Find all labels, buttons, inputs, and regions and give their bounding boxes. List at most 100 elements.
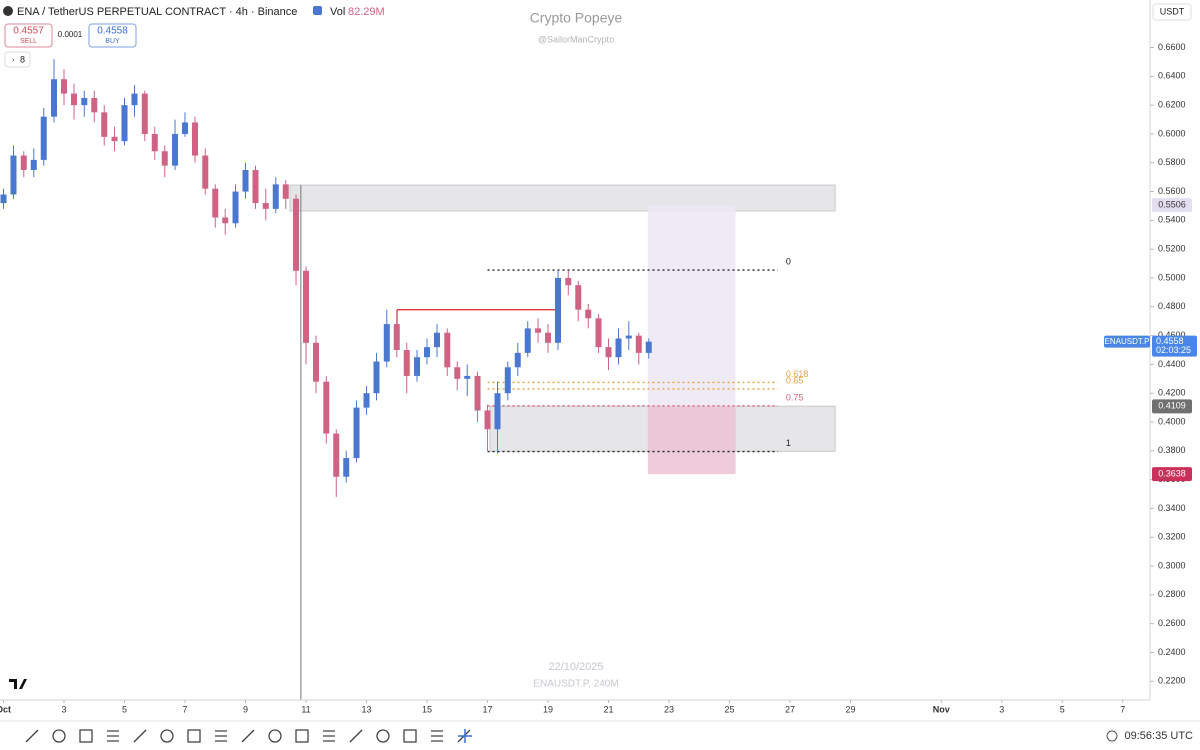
- candle-body: [333, 433, 340, 477]
- candle-body: [70, 93, 77, 106]
- candle-body: [323, 381, 330, 434]
- candle-body: [222, 217, 229, 224]
- x-tick-label: 3: [62, 704, 67, 714]
- candle-body: [524, 328, 531, 353]
- y-tick-label: 0.5600: [1158, 186, 1186, 196]
- tool-icon[interactable]: [187, 729, 201, 743]
- symbol-label: ENAUSDT.P: [1105, 337, 1150, 346]
- candle-body: [625, 335, 632, 339]
- candle-body: [81, 97, 88, 106]
- currency: USDT: [1160, 6, 1185, 16]
- candle-body: [262, 203, 269, 209]
- y-tick-label: 0.4000: [1158, 416, 1186, 426]
- fib-label: 0.75: [786, 392, 804, 402]
- y-tick-label: 0.2200: [1158, 676, 1186, 686]
- y-tick-label: 0.6600: [1158, 42, 1186, 52]
- currency-button[interactable]: [1152, 3, 1192, 21]
- entry-price-label-bg: [1152, 399, 1192, 414]
- buy-label: BUY: [105, 38, 120, 45]
- candle-body: [61, 79, 68, 94]
- countdown: 02:03:25: [1156, 345, 1191, 355]
- tv-logo[interactable]: [9, 679, 27, 689]
- fib-label: 0: [786, 256, 791, 266]
- candle-body: [575, 285, 582, 310]
- candle-body: [393, 324, 400, 350]
- fib-label: 0.618: [786, 369, 809, 379]
- sell-button[interactable]: [4, 23, 53, 48]
- tool-stroke: [187, 729, 201, 743]
- candle-body: [433, 332, 440, 348]
- y-tick-label: 0.4800: [1158, 301, 1186, 311]
- candle-body: [212, 188, 219, 218]
- tool-icon[interactable]: [376, 729, 390, 743]
- fib-label: 1: [786, 438, 791, 448]
- tool-icon[interactable]: [25, 729, 39, 743]
- candle-body: [20, 155, 27, 170]
- tool-icon[interactable]: [133, 729, 147, 743]
- tool-icon[interactable]: [403, 729, 417, 743]
- candle-body: [474, 375, 481, 411]
- tool-icon[interactable]: [323, 730, 335, 742]
- tool-icon[interactable]: [160, 729, 174, 743]
- candle-body: [494, 393, 501, 430]
- tool-icon[interactable]: [107, 730, 119, 742]
- watermark-handle: @SailorManCrypto: [538, 34, 614, 44]
- indicator-count: 8: [20, 54, 25, 64]
- y-tick-label: 0.4400: [1158, 359, 1186, 369]
- candle-body: [353, 407, 360, 459]
- tool-icon[interactable]: [79, 729, 93, 743]
- tool-stroke: [349, 729, 363, 743]
- tool-icon[interactable]: [215, 730, 227, 742]
- candle-body: [545, 332, 552, 343]
- y-tick-label: 0.6400: [1158, 71, 1186, 81]
- buy-price: 0.4558: [97, 26, 128, 37]
- candle-body: [343, 458, 350, 477]
- x-tick-label: 21: [604, 704, 614, 714]
- candle-body: [141, 93, 148, 134]
- candle-body: [101, 112, 108, 137]
- tool-icon[interactable]: [295, 729, 309, 743]
- settings-icon[interactable]: [1106, 730, 1118, 742]
- candle-body: [232, 191, 239, 224]
- y-tick-label: 0.3200: [1158, 532, 1186, 542]
- y-tick-label: 0.2600: [1158, 618, 1186, 628]
- candle-body: [595, 318, 602, 348]
- candle-body: [373, 361, 380, 394]
- symbol-icon: [3, 6, 13, 16]
- tool-stroke: [431, 730, 443, 742]
- flag-icon[interactable]: [313, 6, 322, 15]
- target-area: [647, 205, 736, 407]
- candle-body: [242, 169, 249, 192]
- y-tick-label: 0.5800: [1158, 157, 1186, 167]
- y-tick-label: 0.5000: [1158, 272, 1186, 282]
- candle-body: [282, 184, 289, 199]
- tool-icon[interactable]: [349, 729, 363, 743]
- candle-body: [403, 350, 410, 376]
- x-tick-label: 7: [183, 704, 188, 714]
- y-tick-label: 0.3800: [1158, 445, 1186, 455]
- candle-body: [121, 105, 128, 142]
- crosshair-tool[interactable]: [458, 729, 472, 743]
- drawing-toolbar: [25, 729, 472, 743]
- tool-stroke: [376, 729, 390, 743]
- candle-body: [464, 375, 471, 379]
- tool-icon[interactable]: [268, 729, 282, 743]
- indicator-caret: ›: [12, 57, 15, 64]
- indicator-toggle[interactable]: [4, 51, 31, 68]
- y-tick-label: 0.3400: [1158, 503, 1186, 513]
- tool-icon[interactable]: [52, 729, 66, 743]
- candle-body: [444, 332, 451, 368]
- candle-body: [293, 198, 300, 271]
- tool-stroke: [268, 729, 282, 743]
- tool-icon[interactable]: [431, 730, 443, 742]
- candle-body: [585, 309, 592, 319]
- buy-button[interactable]: [88, 23, 137, 48]
- y-tick-label: 0.5200: [1158, 244, 1186, 254]
- tool-icon[interactable]: [241, 729, 255, 743]
- tool-stroke: [160, 729, 174, 743]
- target-price-label-bg: [1152, 198, 1192, 213]
- x-tick-label: 29: [846, 704, 856, 714]
- vol-label: Vol: [330, 6, 345, 18]
- candle-body: [484, 410, 491, 430]
